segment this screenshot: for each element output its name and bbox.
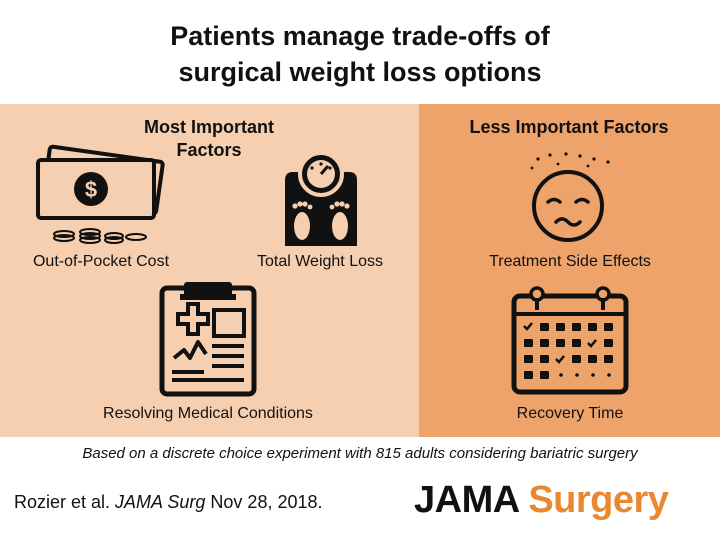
logo-jama: JAMA xyxy=(414,479,519,521)
scale-icon xyxy=(285,151,357,246)
citation-journal: JAMA Surg xyxy=(115,492,206,512)
treatment-side-effects-label: Treatment Side Effects xyxy=(489,253,651,270)
medical-chart-icon xyxy=(159,282,257,397)
out-of-pocket-cost-label: Out-of-Pocket Cost xyxy=(32,253,170,270)
sick-face-icon xyxy=(530,152,610,242)
dollar-sign: $ xyxy=(85,177,97,202)
citation-prefix: Rozier et al. xyxy=(14,492,116,512)
logo-surgery: Surgery xyxy=(528,479,669,521)
total-weight-loss-label: Total Weight Loss xyxy=(257,253,383,270)
calendar-icon xyxy=(511,286,629,395)
recovery-time-label: Recovery Time xyxy=(516,405,624,422)
citation: Rozier et al. JAMA Surg Nov 28, 2018. xyxy=(14,490,323,514)
citation-suffix: Nov 28, 2018. xyxy=(205,492,323,512)
page-title: Patients manage trade-offs of surgical w… xyxy=(0,18,720,90)
money-icon: $ xyxy=(36,144,165,244)
most-important-heading-line-2: Factors xyxy=(176,140,242,160)
most-important-heading-line-1: Most Important xyxy=(144,117,274,137)
resolving-medical-conditions-label: Resolving Medical Conditions xyxy=(103,405,313,422)
most-important-heading: Most Important Factors xyxy=(109,116,309,162)
less-important-heading: Less Important Factors xyxy=(469,117,669,137)
title-line-1: Patients manage trade-offs of xyxy=(170,21,550,51)
title-line-2: surgical weight loss options xyxy=(178,57,542,87)
study-caption: Based on a discrete choice experiment wi… xyxy=(82,445,638,462)
jama-surgery-logo: JAMA Surgery xyxy=(414,478,669,522)
